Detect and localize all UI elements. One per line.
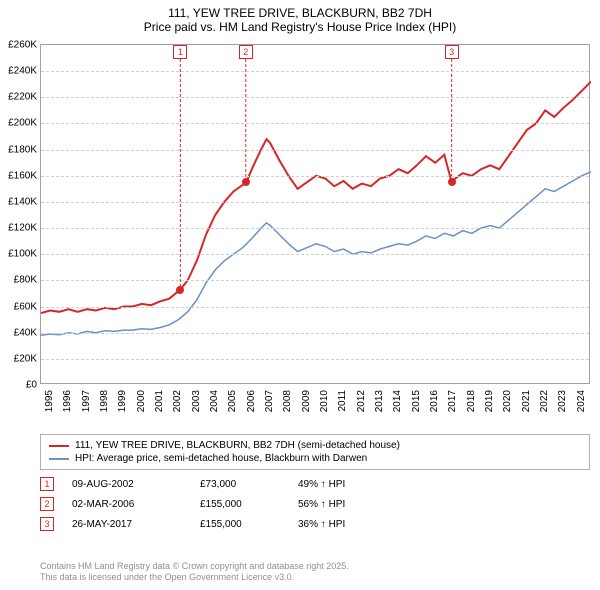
- y-gridline: [41, 359, 589, 360]
- x-tick-label: 1996: [62, 390, 73, 412]
- legend-swatch: [49, 458, 69, 460]
- x-tick-label: 2019: [484, 390, 495, 412]
- x-tick-label: 2007: [264, 390, 275, 412]
- x-tick-label: 2008: [282, 390, 293, 412]
- legend-label: HPI: Average price, semi-detached house,…: [75, 453, 367, 464]
- x-tick-label: 1997: [81, 390, 92, 412]
- y-gridline: [41, 202, 589, 203]
- y-tick-label: £180K: [8, 144, 37, 155]
- series-line-price_paid: [41, 82, 591, 314]
- plot-area: £0£20K£40K£60K£80K£100K£120K£140K£160K£1…: [40, 44, 590, 384]
- footer-line-1: Contains HM Land Registry data © Crown c…: [40, 561, 590, 573]
- sales-block: 1 09-AUG-2002 £73,000 49% ↑ HPI 2 02-MAR-2006…: [40, 474, 590, 534]
- x-tick-label: 2011: [337, 390, 348, 412]
- sale-price: £155,000: [200, 499, 280, 510]
- y-gridline: [41, 123, 589, 124]
- sale-date: 09-AUG-2002: [72, 479, 182, 490]
- x-tick-label: 1995: [44, 390, 55, 412]
- y-tick-label: £20K: [14, 353, 37, 364]
- x-tick-label: 2009: [301, 390, 312, 412]
- y-tick-label: £160K: [8, 170, 37, 181]
- legend-swatch: [49, 445, 69, 447]
- y-gridline: [41, 228, 589, 229]
- x-tick-label: 2024: [576, 390, 587, 412]
- y-tick-label: £260K: [8, 40, 37, 51]
- x-tick-label: 2000: [136, 390, 147, 412]
- x-tick-label: 2021: [521, 390, 532, 412]
- x-tick-label: 2016: [429, 390, 440, 412]
- sale-marker-dot: [448, 178, 456, 186]
- x-tick-label: 2023: [557, 390, 568, 412]
- y-tick-label: £0: [26, 380, 37, 391]
- sale-marker-box: 2: [239, 45, 253, 59]
- x-tick-label: 2005: [227, 390, 238, 412]
- x-tick-label: 2006: [246, 390, 257, 412]
- x-tick-label: 2015: [411, 390, 422, 412]
- sale-date: 02-MAR-2006: [72, 499, 182, 510]
- sale-row-marker: 2: [40, 497, 54, 511]
- y-gridline: [41, 97, 589, 98]
- y-tick-label: £140K: [8, 196, 37, 207]
- y-gridline: [41, 71, 589, 72]
- sale-marker-box: 1: [173, 45, 187, 59]
- legend-row: 111, YEW TREE DRIVE, BLACKBURN, BB2 7DH …: [49, 439, 581, 452]
- sale-price: £155,000: [200, 519, 280, 530]
- sale-marker-box: 3: [445, 45, 459, 59]
- sale-row: 3 26-MAY-2017 £155,000 36% ↑ HPI: [40, 514, 590, 534]
- y-tick-label: £240K: [8, 66, 37, 77]
- x-tick-label: 2010: [319, 390, 330, 412]
- y-tick-label: £200K: [8, 118, 37, 129]
- sale-row-marker: 3: [40, 517, 54, 531]
- x-tick-label: 2018: [466, 390, 477, 412]
- x-axis-labels: 1995 1996 1997 1998 1999 2000 2001 2002 2003 2004…: [40, 386, 590, 426]
- x-tick-label: 1999: [117, 390, 128, 412]
- y-gridline: [41, 280, 589, 281]
- footer-line-2: This data is licensed under the Open Gov…: [40, 572, 590, 584]
- y-tick-label: £80K: [14, 275, 37, 286]
- sale-hpi: 36% ↑ HPI: [298, 519, 590, 530]
- x-tick-label: 2001: [154, 390, 165, 412]
- x-tick-label: 2013: [374, 390, 385, 412]
- x-tick-label: 2017: [447, 390, 458, 412]
- legend-row: HPI: Average price, semi-detached house,…: [49, 452, 581, 465]
- x-tick-label: 2004: [209, 390, 220, 412]
- x-tick-label: 2012: [356, 390, 367, 412]
- x-tick-label: 2022: [539, 390, 550, 412]
- y-tick-label: £40K: [14, 327, 37, 338]
- chart-container: { "title": { "line1": "111, YEW TREE DRI…: [0, 0, 600, 590]
- sale-marker-dot: [176, 286, 184, 294]
- title-line-2: Price paid vs. HM Land Registry's House …: [0, 20, 600, 34]
- y-gridline: [41, 254, 589, 255]
- legend-label: 111, YEW TREE DRIVE, BLACKBURN, BB2 7DH …: [75, 440, 400, 451]
- sale-date: 26-MAY-2017: [72, 519, 182, 530]
- sale-price: £73,000: [200, 479, 280, 490]
- sale-row: 2 02-MAR-2006 £155,000 56% ↑ HPI: [40, 494, 590, 514]
- x-tick-label: 2002: [172, 390, 183, 412]
- y-tick-label: £60K: [14, 301, 37, 312]
- sale-marker-dot: [242, 178, 250, 186]
- x-tick-label: 2003: [191, 390, 202, 412]
- y-gridline: [41, 176, 589, 177]
- y-gridline: [41, 150, 589, 151]
- plot-wrap: £0£20K£40K£60K£80K£100K£120K£140K£160K£1…: [40, 44, 590, 414]
- sale-row-marker: 1: [40, 477, 54, 491]
- x-tick-label: 2014: [392, 390, 403, 412]
- x-tick-label: 2020: [502, 390, 513, 412]
- y-tick-label: £100K: [8, 249, 37, 260]
- legend-box: 111, YEW TREE DRIVE, BLACKBURN, BB2 7DH …: [40, 434, 590, 470]
- sale-hpi: 56% ↑ HPI: [298, 499, 590, 510]
- sale-hpi: 49% ↑ HPI: [298, 479, 590, 490]
- plot-svg: [41, 45, 591, 385]
- y-gridline: [41, 307, 589, 308]
- x-tick-label: 1998: [99, 390, 110, 412]
- chart-title-block: 111, YEW TREE DRIVE, BLACKBURN, BB2 7DH …: [0, 0, 600, 38]
- y-axis-labels: £0£20K£40K£60K£80K£100K£120K£140K£160K£1…: [1, 45, 39, 385]
- y-tick-label: £220K: [8, 92, 37, 103]
- y-tick-label: £120K: [8, 223, 37, 234]
- footer: Contains HM Land Registry data © Crown c…: [40, 561, 590, 584]
- sale-row: 1 09-AUG-2002 £73,000 49% ↑ HPI: [40, 474, 590, 494]
- title-line-1: 111, YEW TREE DRIVE, BLACKBURN, BB2 7DH: [0, 6, 600, 20]
- y-gridline: [41, 333, 589, 334]
